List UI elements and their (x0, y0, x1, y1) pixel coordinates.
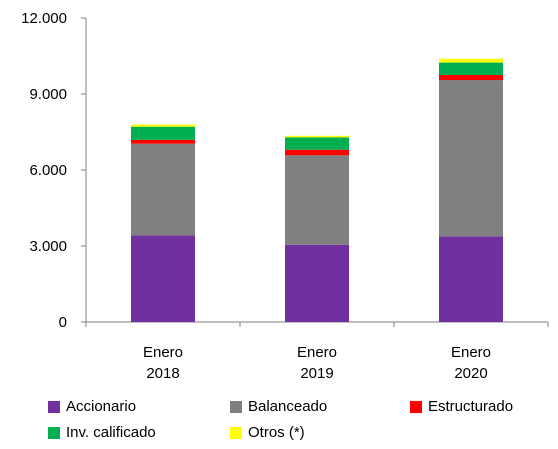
x-tick-label: 2018 (146, 365, 179, 382)
bar-segment (439, 75, 503, 81)
y-tick-label: 9.000 (29, 86, 67, 103)
y-tick-label: 3.000 (29, 238, 67, 255)
legend-label: Inv. calificado (66, 424, 156, 441)
x-tick-label: Enero (451, 344, 491, 361)
x-tick-label: Enero (297, 344, 337, 361)
legend-item-otros: Otros (*) (230, 424, 305, 441)
y-ticks: 0 3.000 6.000 9.000 12.000 (21, 10, 86, 331)
bars (131, 58, 503, 322)
bar-segment (285, 135, 349, 138)
legend: Accionario Balanceado Estructurado Inv. … (48, 398, 548, 448)
bar-segment (131, 235, 195, 322)
legend-item-balanceado: Balanceado (230, 398, 327, 415)
bar-segment (131, 126, 195, 140)
legend-label: Otros (*) (248, 424, 305, 441)
legend-swatch (410, 400, 422, 413)
legend-label: Balanceado (248, 398, 328, 415)
legend-swatch (48, 400, 60, 413)
bar-segment (439, 62, 503, 75)
legend-item-estructurado: Estructurado (410, 398, 513, 415)
bar-segment (285, 155, 349, 245)
legend-label: Estructurado (428, 398, 514, 415)
x-tick-label: 2020 (454, 365, 487, 382)
bar-segment (131, 143, 195, 236)
x-tick-label: Enero (143, 344, 183, 361)
bar-segment (285, 137, 349, 150)
legend-swatch (48, 426, 60, 439)
y-tick-label: 12.000 (21, 10, 67, 27)
bar-segment (439, 236, 503, 322)
x-tick-label: 2019 (300, 365, 333, 382)
bar-segment (285, 149, 349, 156)
legend-item-accionario: Accionario (48, 398, 136, 415)
legend-swatch (230, 426, 242, 439)
bar-segment (439, 58, 503, 63)
y-tick-label: 0 (59, 314, 67, 331)
bar-segment (285, 244, 349, 322)
bar-segment (131, 139, 195, 144)
x-tick-labels: Enero 2018 Enero 2019 Enero 2020 (143, 344, 491, 382)
bar-segment (131, 124, 195, 127)
y-tick-label: 6.000 (29, 162, 67, 179)
legend-item-inv-calificado: Inv. calificado (48, 424, 156, 441)
legend-label: Accionario (66, 398, 137, 415)
bar-segment (439, 80, 503, 237)
legend-swatch (230, 400, 242, 413)
